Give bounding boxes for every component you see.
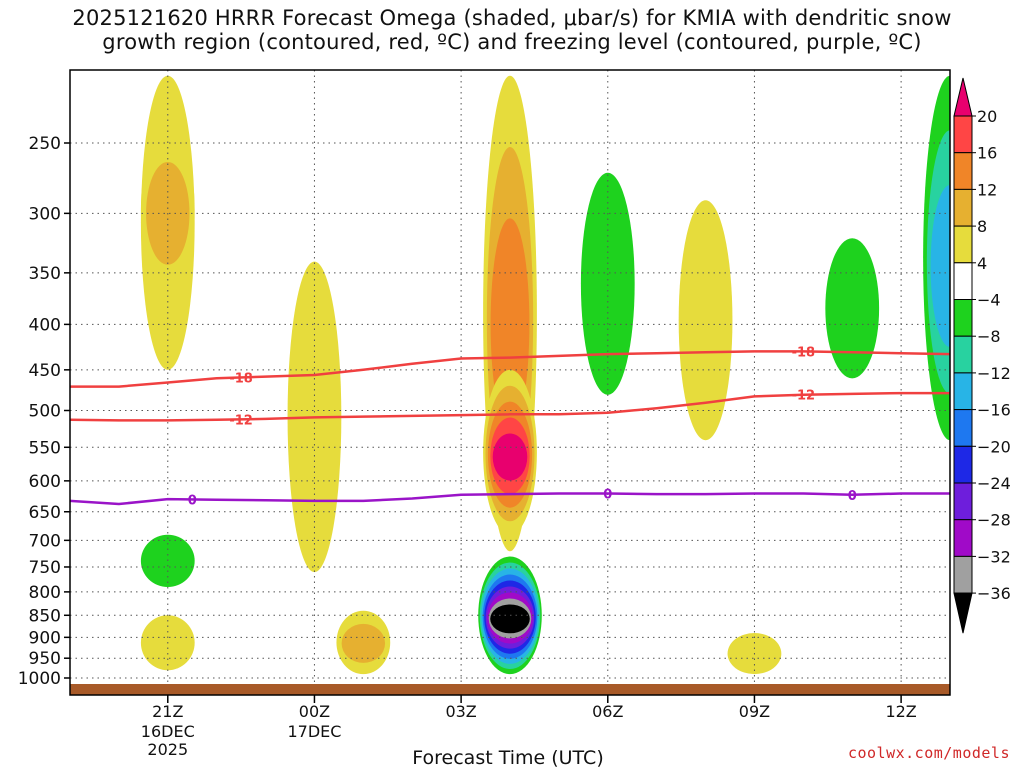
sinking-motion-11z: [825, 238, 880, 379]
y-tick-label-300: 300: [29, 204, 61, 224]
x-tick-label-06Z: 06Z: [592, 702, 623, 721]
x-tick-sublabel-2025: 2025: [147, 740, 188, 759]
dendritic-minus-18-label-1: -18: [792, 345, 816, 360]
colorbar-swatch-2: [953, 152, 973, 190]
upward-motion-04z-core: [483, 369, 537, 535]
y-tick-label-400: 400: [29, 315, 61, 335]
upward-motion-04z-core-level-20: [492, 433, 528, 481]
freezing-level-0-label-1: 0: [603, 488, 612, 503]
colorbar-swatch-5: [953, 262, 973, 300]
y-tick-label-950: 950: [29, 649, 61, 669]
contour-layer: -18 -18 -12 -12 0 0 0: [70, 345, 950, 508]
y-tick-label-350: 350: [29, 264, 61, 284]
colorbar-swatch-13: [953, 555, 973, 594]
colorbar-label-1: 16: [977, 144, 997, 163]
x-tick-label-12Z: 12Z: [885, 702, 916, 721]
dendritic-minus-18-line: [70, 350, 950, 388]
chart-title-line-1: 2025121620 HRRR Forecast Omega (shaded, …: [72, 6, 952, 30]
y-tick-label-900: 900: [29, 628, 61, 648]
upward-motion-07z: [678, 200, 733, 441]
colorbar-label-3: 8: [977, 217, 987, 236]
dendritic-minus-12-label-0: -12: [229, 413, 253, 428]
colorbar-swatch-1: [953, 115, 973, 154]
x-tick-label-21Z: 21Z: [152, 702, 183, 721]
y-tick-label-450: 450: [29, 361, 61, 381]
y-tick-label-600: 600: [29, 472, 61, 492]
colorbar-top-arrow: [953, 77, 973, 117]
y-tick-label-500: 500: [29, 402, 61, 422]
y-tick-label-1000: 1000: [18, 669, 61, 689]
colorbar-swatch-10: [953, 445, 973, 484]
colorbar-label-11: −28: [977, 511, 1011, 530]
colorbar-bottom-arrow: [953, 592, 973, 634]
sinking-motion-13z: [923, 75, 950, 441]
colorbar: 20 16 12 8 4 −4 −8 −12 −16 −20 −24 −28 −32 −36: [953, 77, 1011, 634]
colorbar-swatch-3: [953, 188, 973, 227]
colorbar-label-8: −16: [977, 401, 1011, 420]
x-tick-label-00Z: 00Z: [299, 702, 330, 721]
x-axis-label: Forecast Time (UTC): [412, 747, 603, 768]
y-tick-label-250: 250: [29, 134, 61, 154]
dendritic-minus-12-line: [70, 391, 950, 422]
y-tick-label-800: 800: [29, 583, 61, 603]
axis-layer: 2503003504004505005506006507007508008509…: [18, 134, 917, 759]
x-tick-sublabel-16DEC: 16DEC: [141, 722, 195, 741]
sinking-motion-06z-level--4: [580, 172, 635, 395]
colorbar-label-5: −4: [977, 291, 1001, 310]
y-tick-label-700: 700: [29, 531, 61, 551]
y-tick-label-850: 850: [29, 606, 61, 626]
sinking-motion-11z-level--4: [825, 238, 880, 379]
freezing-level-0-label-0: 0: [188, 493, 197, 508]
sinking-motion-06z: [580, 172, 635, 395]
y-tick-label-750: 750: [29, 558, 61, 578]
upward-motion-01z-low: [336, 610, 391, 675]
colorbar-label-12: −32: [977, 547, 1011, 566]
grid-layer: [70, 70, 950, 684]
colorbar-label-4: 4: [977, 254, 987, 273]
chart-title-line-2: growth region (contoured, red, ºC) and f…: [102, 30, 922, 54]
colorbar-swatch-12: [953, 519, 973, 557]
colorbar-swatch-9: [953, 409, 973, 447]
dendritic-minus-12-label-1: -12: [792, 389, 816, 404]
colorbar-swatch-8: [953, 372, 973, 411]
freezing-level-0-line: [70, 492, 950, 506]
sinking-motion-13z-level--12: [930, 185, 950, 348]
colorbar-swatch-11: [953, 482, 973, 521]
y-tick-label-550: 550: [29, 438, 61, 458]
colorbar-label-6: −8: [977, 327, 1001, 346]
x-tick-label-09Z: 09Z: [739, 702, 770, 721]
colorbar-swatch-6: [953, 299, 973, 337]
surface-ground-bar: [70, 684, 950, 695]
colorbar-label-10: −24: [977, 474, 1011, 493]
upward-motion-01z-low-level-8: [341, 623, 386, 663]
colorbar-label-9: −20: [977, 437, 1011, 456]
x-tick-sublabel-17DEC: 17DEC: [287, 722, 341, 741]
colorbar-swatch-7: [953, 335, 973, 374]
sinking-motion-04z-low-level--36: [491, 610, 529, 629]
dendritic-minus-18-label-0: -18: [229, 371, 253, 386]
omega-shading-layer: [140, 75, 950, 675]
source-credit: coolwx.com/models: [847, 744, 1010, 762]
plot-frame: [69, 69, 951, 696]
colorbar-label-0: 20: [977, 107, 997, 126]
y-tick-label-650: 650: [29, 503, 61, 523]
colorbar-swatch-4: [953, 225, 973, 264]
colorbar-label-7: −12: [977, 364, 1011, 383]
freezing-level-0-label-2: 0: [848, 489, 857, 504]
colorbar-label-2: 12: [977, 180, 997, 199]
x-tick-label-03Z: 03Z: [445, 702, 476, 721]
colorbar-label-13: −36: [977, 584, 1011, 603]
upward-motion-07z-level-4: [678, 200, 733, 441]
